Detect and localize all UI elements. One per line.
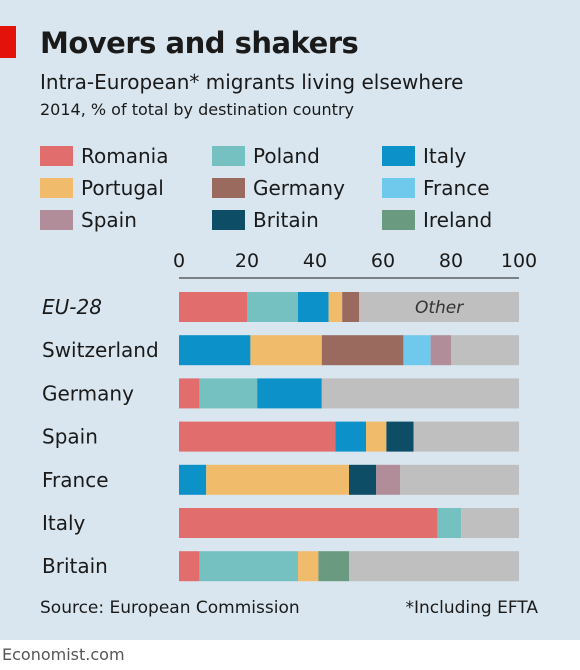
category-label: Spain [42,425,98,449]
legend-label: Britain [253,208,319,232]
bar-segment-britain-portugal [298,551,319,582]
x-tick-label: 60 [371,250,395,272]
bar-segment-spain-italy [335,421,366,452]
bar-segment-eu-28-romania [179,292,247,322]
bar-segment-eu-28-other [359,292,519,322]
legend-swatch [212,178,245,198]
legend-swatch [40,178,73,198]
bar-segment-germany-romania [179,378,200,409]
legend-label: Germany [253,176,345,200]
category-label: France [42,468,109,492]
legend-item-romania: Romania [40,144,169,168]
bar-segment-france-spain [376,464,400,495]
legend-label: Portugal [81,176,164,200]
legend-label: Romania [81,144,169,168]
legend-item-italy: Italy [382,144,467,168]
bar-segment-eu-28-italy [298,292,329,322]
bar-segment-france-italy [179,464,207,495]
legend-item-ireland: Ireland [382,208,493,232]
legend-item-poland: Poland [212,144,320,168]
bar-segment-spain-portugal [366,421,387,452]
legend-swatch [212,146,245,166]
bar-segment-eu-28-poland [247,292,298,322]
legend-item-germany: Germany [212,176,345,200]
bar-segment-spain-other [413,421,519,452]
other-annotation: Other [415,298,464,318]
legend-swatch [382,178,415,198]
bar-segment-britain-poland [199,551,298,582]
publisher-credit: Economist.com [2,645,125,664]
chart-title: Movers and shakers [40,26,359,60]
bar-segment-germany-poland [199,378,258,409]
legend-label: Poland [253,144,320,168]
bar-segment-switzerland-italy [179,335,251,366]
category-label: Britain [42,554,108,578]
bar-segment-france-other [400,464,519,495]
legend-item-spain: Spain [40,208,137,232]
bar-segment-switzerland-france [403,335,431,366]
legend-label: France [423,176,490,200]
category-label: EU-28 [42,295,102,319]
brand-tab [0,26,16,58]
x-tick-label: 100 [501,250,537,272]
footnote: *Including EFTA [405,598,538,618]
x-tick-label: 20 [235,250,259,272]
legend-swatch [382,210,415,230]
bar-segment-france-britain [349,464,377,495]
bar-segment-italy-romania [179,508,438,538]
legend-swatch [40,210,73,230]
bar-segment-britain-romania [179,551,200,582]
bar-segment-germany-italy [257,378,322,409]
bar-segment-france-portugal [206,464,349,495]
bar-segment-spain-romania [179,421,336,452]
legend-swatch [382,146,415,166]
stacked-bar-chart: 0 20 40 60 80 100 EU-28 Other Switzerland Germany… [42,250,537,582]
bar-segment-eu-28-portugal [328,292,343,322]
category-label: Italy [42,511,86,535]
legend-item-france: France [382,176,490,200]
category-label: Switzerland [42,338,159,362]
x-tick-label: 0 [173,250,185,272]
source-note: Source: European Commission [40,598,300,618]
legend-label: Ireland [423,208,493,232]
bar-segment-spain-britain [386,421,414,452]
chart-subsubtitle: 2014, % of total by destination country [40,100,354,119]
bar-segment-eu-28-germany [342,292,360,322]
legend-label: Spain [81,208,137,232]
bar-segment-italy-poland [437,508,462,538]
bar-segment-switzerland-portugal [250,335,322,366]
category-label: Germany [42,381,134,405]
chart-subtitle: Intra-European* migrants living elsewher… [40,70,464,94]
x-tick-label: 80 [439,250,463,272]
bar-segment-britain-other [349,551,519,582]
bar-segment-italy-other [461,508,519,538]
legend-label: Italy [423,144,467,168]
legend-swatch [40,146,73,166]
legend-item-britain: Britain [212,208,319,232]
legend-item-portugal: Portugal [40,176,164,200]
bar-segment-switzerland-other [451,335,519,366]
bar-segment-switzerland-germany [321,335,404,366]
legend-swatch [212,210,245,230]
bar-segment-britain-ireland [318,551,349,582]
bar-segment-germany-other [321,378,519,409]
x-tick-label: 40 [303,250,327,272]
bar-segment-switzerland-spain [430,335,451,366]
